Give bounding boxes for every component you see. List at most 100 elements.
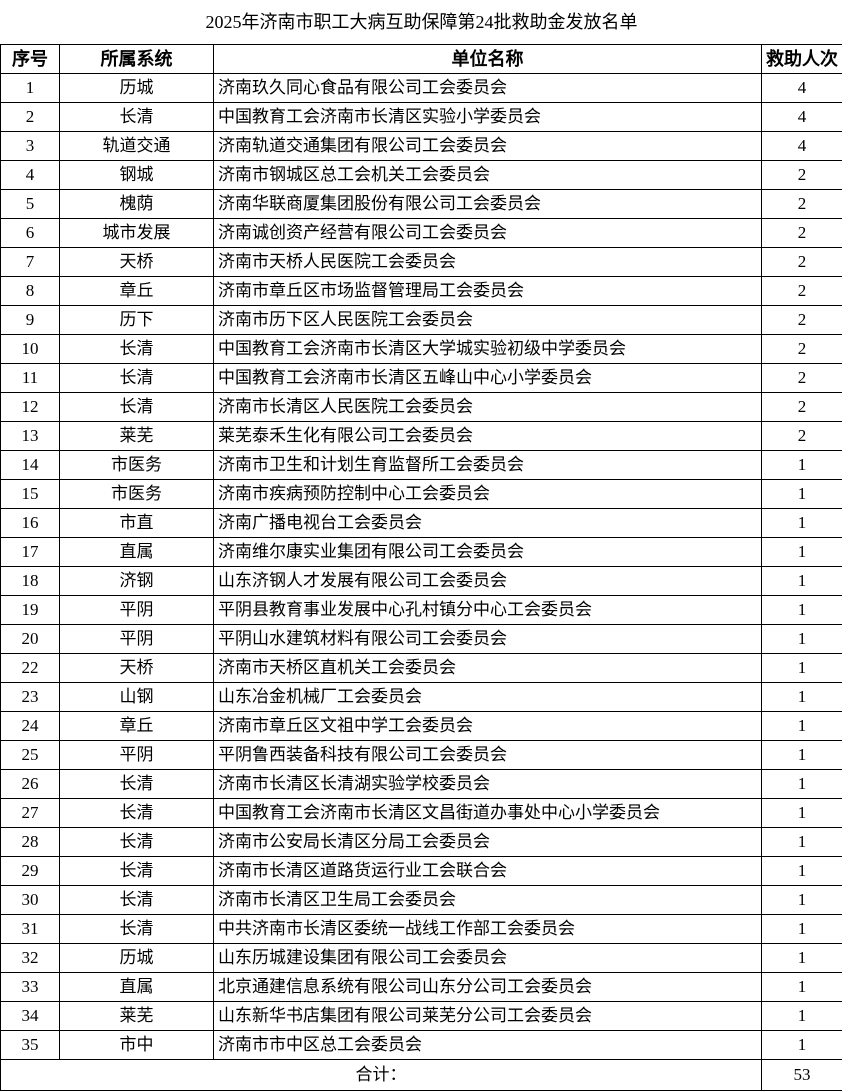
cell-system: 长清	[59, 798, 214, 828]
cell-seq: 20	[0, 624, 60, 654]
cell-count: 2	[761, 189, 842, 219]
table-row: 8 章丘 济南市章丘区市场监督管理局工会委员会 2	[0, 276, 842, 306]
cell-seq: 6	[0, 218, 60, 248]
cell-unit: 济南市章丘区文祖中学工会委员会	[213, 711, 762, 741]
cell-unit: 济南市市中区总工会委员会	[213, 1030, 762, 1060]
header-row: 序号 所属系统 单位名称 救助人次	[0, 44, 842, 74]
cell-count: 2	[761, 247, 842, 277]
cell-seq: 22	[0, 653, 60, 683]
table-row: 35 市中 济南市市中区总工会委员会 1	[0, 1030, 842, 1060]
cell-seq: 30	[0, 885, 60, 915]
table-row: 6 城市发展 济南诚创资产经营有限公司工会委员会 2	[0, 218, 842, 248]
cell-unit: 济南轨道交通集团有限公司工会委员会	[213, 131, 762, 161]
cell-system: 章丘	[59, 711, 214, 741]
cell-unit: 济南市钢城区总工会机关工会委员会	[213, 160, 762, 190]
cell-unit: 平阴鲁西装备科技有限公司工会委员会	[213, 740, 762, 770]
table-row: 31 长清 中共济南市长清区委统一战线工作部工会委员会 1	[0, 914, 842, 944]
cell-count: 1	[761, 972, 842, 1002]
cell-seq: 15	[0, 479, 60, 509]
cell-system: 山钢	[59, 682, 214, 712]
total-value: 53	[761, 1059, 842, 1091]
table-row: 33 直属 北京通建信息系统有限公司山东分公司工会委员会 1	[0, 972, 842, 1002]
table-row: 7 天桥 济南市天桥人民医院工会委员会 2	[0, 247, 842, 277]
table-row: 14 市医务 济南市卫生和计划生育监督所工会委员会 1	[0, 450, 842, 480]
cell-seq: 23	[0, 682, 60, 712]
cell-count: 1	[761, 856, 842, 886]
cell-unit: 山东冶金机械厂工会委员会	[213, 682, 762, 712]
table-row: 24 章丘 济南市章丘区文祖中学工会委员会 1	[0, 711, 842, 741]
cell-seq: 27	[0, 798, 60, 828]
cell-system: 长清	[59, 102, 214, 132]
cell-count: 1	[761, 943, 842, 973]
table-row: 25 平阴 平阴鲁西装备科技有限公司工会委员会 1	[0, 740, 842, 770]
page-title: 2025年济南市职工大病互助保障第24批救助金发放名单	[0, 0, 842, 45]
cell-unit: 济南市天桥人民医院工会委员会	[213, 247, 762, 277]
table-row: 9 历下 济南市历下区人民医院工会委员会 2	[0, 305, 842, 335]
cell-unit: 济南维尔康实业集团有限公司工会委员会	[213, 537, 762, 567]
cell-unit: 济南市章丘区市场监督管理局工会委员会	[213, 276, 762, 306]
cell-system: 长清	[59, 334, 214, 364]
cell-system: 槐荫	[59, 189, 214, 219]
cell-system: 平阴	[59, 624, 214, 654]
cell-seq: 10	[0, 334, 60, 364]
cell-seq: 13	[0, 421, 60, 451]
title-row: 2025年济南市职工大病互助保障第24批救助金发放名单	[0, 0, 842, 45]
header-unit: 单位名称	[213, 44, 762, 74]
cell-unit: 济南市长清区人民医院工会委员会	[213, 392, 762, 422]
cell-count: 4	[761, 102, 842, 132]
cell-system: 城市发展	[59, 218, 214, 248]
cell-unit: 中国教育工会济南市长清区五峰山中心小学委员会	[213, 363, 762, 393]
cell-seq: 8	[0, 276, 60, 306]
cell-count: 1	[761, 885, 842, 915]
cell-count: 1	[761, 1030, 842, 1060]
cell-unit: 济南广播电视台工会委员会	[213, 508, 762, 538]
cell-count: 1	[761, 595, 842, 625]
cell-unit: 中国教育工会济南市长清区文昌街道办事处中心小学委员会	[213, 798, 762, 828]
cell-unit: 山东历城建设集团有限公司工会委员会	[213, 943, 762, 973]
table-row: 2 长清 中国教育工会济南市长清区实验小学委员会 4	[0, 102, 842, 132]
cell-seq: 12	[0, 392, 60, 422]
cell-system: 轨道交通	[59, 131, 214, 161]
cell-seq: 7	[0, 247, 60, 277]
cell-unit: 济南市卫生和计划生育监督所工会委员会	[213, 450, 762, 480]
cell-count: 2	[761, 218, 842, 248]
cell-unit: 济南市历下区人民医院工会委员会	[213, 305, 762, 335]
cell-seq: 17	[0, 537, 60, 567]
cell-system: 天桥	[59, 247, 214, 277]
table-row: 28 长清 济南市公安局长清区分局工会委员会 1	[0, 827, 842, 857]
cell-unit: 中国教育工会济南市长清区大学城实验初级中学委员会	[213, 334, 762, 364]
cell-count: 2	[761, 421, 842, 451]
cell-count: 1	[761, 914, 842, 944]
cell-unit: 山东新华书店集团有限公司莱芜分公司工会委员会	[213, 1001, 762, 1031]
cell-count: 4	[761, 131, 842, 161]
table-row: 11 长清 中国教育工会济南市长清区五峰山中心小学委员会 2	[0, 363, 842, 393]
cell-count: 2	[761, 363, 842, 393]
table-row: 23 山钢 山东冶金机械厂工会委员会 1	[0, 682, 842, 712]
cell-system: 天桥	[59, 653, 214, 683]
cell-count: 1	[761, 769, 842, 799]
cell-system: 长清	[59, 363, 214, 393]
cell-system: 长清	[59, 769, 214, 799]
header-seq: 序号	[0, 44, 60, 74]
cell-system: 市直	[59, 508, 214, 538]
table-row: 4 钢城 济南市钢城区总工会机关工会委员会 2	[0, 160, 842, 190]
cell-count: 1	[761, 566, 842, 596]
cell-count: 2	[761, 392, 842, 422]
cell-system: 直属	[59, 537, 214, 567]
cell-system: 平阴	[59, 595, 214, 625]
cell-unit: 平阴山水建筑材料有限公司工会委员会	[213, 624, 762, 654]
cell-seq: 28	[0, 827, 60, 857]
cell-seq: 25	[0, 740, 60, 770]
table-row: 13 莱芜 莱芜泰禾生化有限公司工会委员会 2	[0, 421, 842, 451]
cell-unit: 济南市疾病预防控制中心工会委员会	[213, 479, 762, 509]
cell-system: 济钢	[59, 566, 214, 596]
cell-system: 长清	[59, 885, 214, 915]
table-row: 29 长清 济南市长清区道路货运行业工会联合会 1	[0, 856, 842, 886]
cell-seq: 5	[0, 189, 60, 219]
cell-unit: 济南市长清区道路货运行业工会联合会	[213, 856, 762, 886]
cell-count: 1	[761, 450, 842, 480]
table-row: 34 莱芜 山东新华书店集团有限公司莱芜分公司工会委员会 1	[0, 1001, 842, 1031]
cell-unit: 中国教育工会济南市长清区实验小学委员会	[213, 102, 762, 132]
cell-seq: 14	[0, 450, 60, 480]
table-row: 18 济钢 山东济钢人才发展有限公司工会委员会 1	[0, 566, 842, 596]
